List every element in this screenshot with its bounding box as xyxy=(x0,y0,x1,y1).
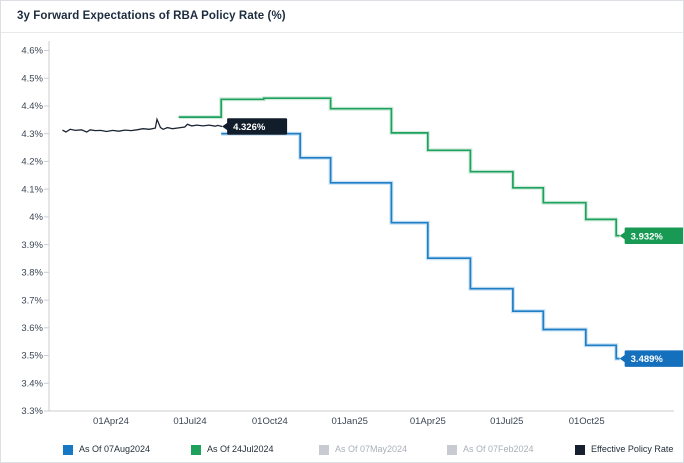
series-line-effective-policy-rate[interactable] xyxy=(62,117,223,133)
y-tick-label: 4.4% xyxy=(21,101,43,112)
y-tick-label: 3.8% xyxy=(21,268,43,279)
end-label-text: 4.326% xyxy=(233,122,266,133)
end-label-text: 3.932% xyxy=(631,231,664,242)
legend-swatch xyxy=(447,444,457,455)
legend-swatch xyxy=(575,444,585,455)
y-tick-label: 4.1% xyxy=(21,184,43,195)
legend-item-as-of-07aug2024[interactable]: As Of 07Aug2024 xyxy=(63,444,150,455)
legend-item-as-of-24jul2024[interactable]: As Of 24Jul2024 xyxy=(191,444,274,455)
series-halo-as-of-07aug2024 xyxy=(221,131,620,361)
end-label-text: 3.489% xyxy=(631,354,664,365)
x-tick-label: 01Apr25 xyxy=(410,416,446,427)
series-line-as-of-24jul2024[interactable] xyxy=(178,97,620,237)
y-tick-label: 4.3% xyxy=(21,129,43,140)
y-tick-label: 3.7% xyxy=(21,295,43,306)
y-tick-label: 3.3% xyxy=(21,406,43,417)
x-tick-label: 01Oct25 xyxy=(569,416,605,427)
y-tick-label: 4% xyxy=(29,212,43,223)
legend-swatch xyxy=(319,444,329,455)
end-label-effective-policy-rate: 4.326% xyxy=(222,118,288,135)
end-label-as-of-24jul2024: 3.932% xyxy=(619,227,683,245)
y-tick-label: 4.2% xyxy=(21,157,43,168)
y-tick-label: 4.6% xyxy=(21,46,43,57)
x-tick-label: 01Jul24 xyxy=(173,416,206,427)
x-tick-label: 01Oct24 xyxy=(252,416,288,427)
legend-label: As Of 07Aug2024 xyxy=(79,444,151,454)
y-tick-label: 3.5% xyxy=(21,351,43,362)
title-bar: 3y Forward Expectations of RBA Policy Ra… xyxy=(1,1,683,33)
legend-swatch xyxy=(63,444,73,455)
legend-label: As Of 07Feb2024 xyxy=(463,444,534,454)
chart-title: 3y Forward Expectations of RBA Policy Ra… xyxy=(17,10,286,22)
legend-label: As Of 24Jul2024 xyxy=(207,444,274,454)
legend-item-as-of-07may2024[interactable]: As Of 07May2024 xyxy=(319,444,407,455)
legend: As Of 07Aug2024 As Of 24Jul2024 As Of 07Ma… xyxy=(1,444,683,460)
x-tick-label: 01Jul25 xyxy=(490,416,523,427)
y-tick-label: 4.5% xyxy=(21,73,43,84)
legend-item-as-of-07feb2024[interactable]: As Of 07Feb2024 xyxy=(447,444,534,455)
legend-label: Effective Policy Rate xyxy=(591,444,674,454)
y-tick-label: 3.6% xyxy=(21,323,43,334)
legend-item-effective-policy-rate[interactable]: Effective Policy Rate xyxy=(575,444,673,455)
series-line-as-of-07aug2024[interactable] xyxy=(221,132,620,360)
legend-label: As Of 07May2024 xyxy=(335,444,408,454)
x-tick-label: 01Jan25 xyxy=(331,416,367,427)
y-tick-label: 3.9% xyxy=(21,240,43,251)
x-tick-label: 01Apr24 xyxy=(93,416,129,427)
legend-swatch xyxy=(191,444,201,455)
end-label-as-of-07aug2024: 3.489% xyxy=(619,350,683,367)
y-tick-label: 3.4% xyxy=(21,378,43,389)
